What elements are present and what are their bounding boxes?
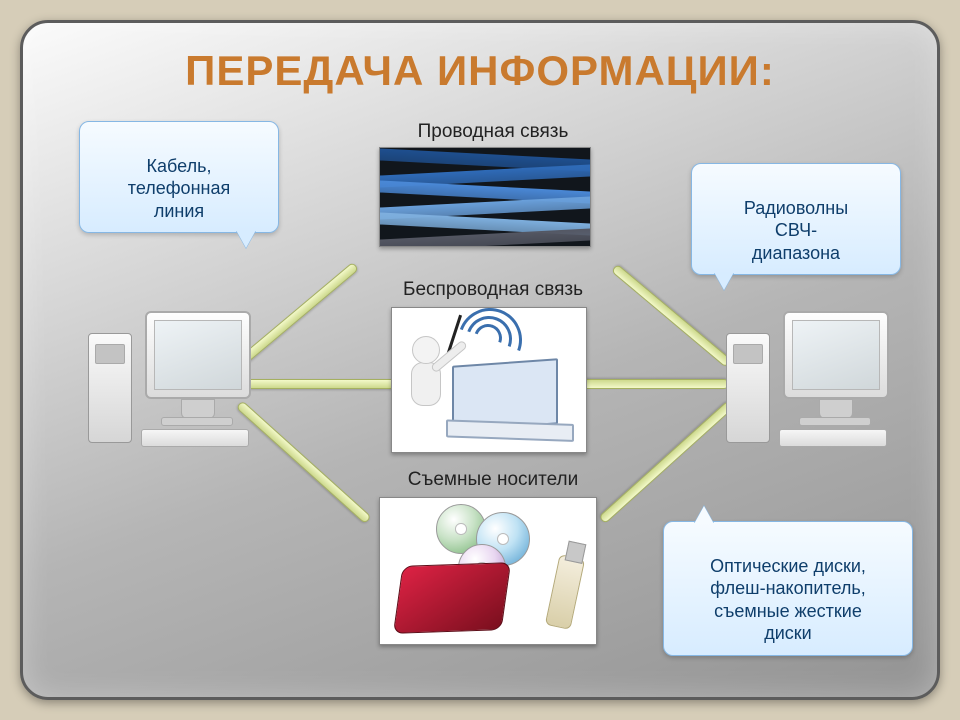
desktop-pc-right	[723, 309, 893, 449]
laptop-icon	[452, 358, 558, 431]
callout-optical: Оптические диски, флеш-накопитель, съемн…	[663, 521, 913, 656]
callout-cable-text: Кабель, телефонная линия	[128, 156, 230, 221]
callout-optical-text: Оптические диски, флеш-накопитель, съемн…	[710, 556, 866, 644]
connector-rod	[243, 379, 399, 389]
slide-frame: ПЕРЕДАЧА ИНФОРМАЦИИ: Проводная связь Бес…	[20, 20, 940, 700]
image-wired-cables	[379, 147, 591, 247]
desktop-pc-left	[85, 309, 255, 449]
external-hdd-icon	[393, 562, 511, 634]
slide-title: ПЕРЕДАЧА ИНФОРМАЦИИ:	[23, 47, 937, 95]
callout-radio-text: Радиоволны СВЧ- диапазона	[744, 198, 848, 263]
label-wired: Проводная связь	[333, 121, 653, 143]
connector-rod	[236, 400, 372, 524]
usb-stick-icon	[545, 554, 585, 630]
image-removable-media	[379, 497, 597, 645]
connector-rod	[238, 262, 359, 366]
page-background: ПЕРЕДАЧА ИНФОРМАЦИИ: Проводная связь Бес…	[0, 0, 960, 720]
callout-radio: Радиоволны СВЧ- диапазона	[691, 163, 901, 275]
label-removable: Съемные носители	[333, 469, 653, 491]
callout-cable: Кабель, телефонная линия	[79, 121, 279, 233]
label-wireless: Беспроводная связь	[333, 279, 653, 301]
connector-rod	[573, 379, 729, 389]
image-wireless	[391, 307, 587, 453]
